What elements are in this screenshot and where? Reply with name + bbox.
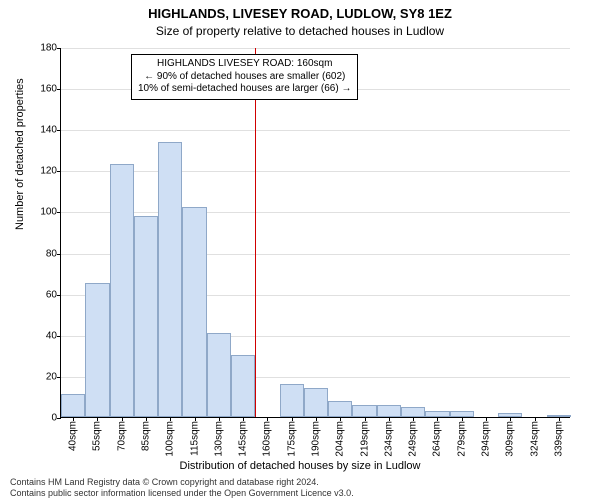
xtick-mark [413, 417, 414, 421]
xtick-label: 324sqm [529, 421, 540, 457]
xtick-mark [97, 417, 98, 421]
xtick-mark [146, 417, 147, 421]
xtick-label: 40sqm [68, 421, 79, 451]
x-axis-label: Distribution of detached houses by size … [0, 460, 600, 472]
footer-line-3: Contains public sector information licen… [10, 488, 354, 498]
xtick-mark [195, 417, 196, 421]
xtick-label: 204sqm [335, 421, 346, 457]
xtick-mark [219, 417, 220, 421]
gridline [61, 130, 570, 131]
ytick-mark [57, 212, 61, 213]
xtick-label: 294sqm [481, 421, 492, 457]
xtick-label: 130sqm [213, 421, 224, 457]
bar [61, 394, 85, 417]
gridline [61, 48, 570, 49]
xtick-mark [243, 417, 244, 421]
bar [182, 207, 206, 417]
xtick-label: 279sqm [456, 421, 467, 457]
ytick-label: 20 [46, 371, 57, 382]
xtick-label: 160sqm [262, 421, 273, 457]
xtick-label: 190sqm [311, 421, 322, 457]
y-axis-label: Number of detached properties [14, 78, 26, 230]
bar [134, 216, 158, 417]
bar [304, 388, 328, 417]
xtick-label: 309sqm [505, 421, 516, 457]
annotation-line-3: 10% of semi-detached houses are larger (… [138, 83, 351, 96]
reference-line [255, 48, 256, 417]
gridline [61, 212, 570, 213]
xtick-mark [486, 417, 487, 421]
bar [207, 333, 231, 417]
ytick-label: 100 [40, 207, 57, 218]
ytick-mark [57, 89, 61, 90]
bar [110, 164, 134, 417]
ytick-label: 180 [40, 43, 57, 54]
bar [401, 407, 425, 417]
xtick-mark [316, 417, 317, 421]
xtick-mark [510, 417, 511, 421]
bar [280, 384, 304, 417]
xtick-mark [559, 417, 560, 421]
bar [352, 405, 376, 417]
xtick-mark [535, 417, 536, 421]
bar [158, 142, 182, 417]
xtick-mark [389, 417, 390, 421]
xtick-mark [437, 417, 438, 421]
xtick-mark [340, 417, 341, 421]
bar [85, 283, 109, 417]
ytick-mark [57, 418, 61, 419]
ytick-mark [57, 171, 61, 172]
footer-attribution: Contains HM Land Registry data © Crown c… [10, 477, 354, 498]
reference-annotation: HIGHLANDS LIVESEY ROAD: 160sqm ← 90% of … [131, 54, 358, 100]
xtick-label: 100sqm [165, 421, 176, 457]
bar [328, 401, 352, 417]
xtick-label: 85sqm [141, 421, 152, 451]
xtick-mark [365, 417, 366, 421]
plot-area: 02040608010012014016018040sqm55sqm70sqm8… [60, 48, 570, 418]
footer-line-1: Contains HM Land Registry data © Crown c… [10, 477, 354, 487]
xtick-mark [73, 417, 74, 421]
xtick-mark [170, 417, 171, 421]
xtick-label: 115sqm [189, 421, 200, 456]
ytick-label: 0 [51, 413, 57, 424]
xtick-mark [122, 417, 123, 421]
xtick-label: 249sqm [408, 421, 419, 457]
xtick-label: 339sqm [553, 421, 564, 457]
chart-subtitle: Size of property relative to detached ho… [0, 24, 600, 38]
xtick-label: 219sqm [359, 421, 370, 457]
ytick-mark [57, 48, 61, 49]
xtick-label: 70sqm [116, 421, 127, 451]
xtick-label: 264sqm [432, 421, 443, 457]
ytick-mark [57, 336, 61, 337]
ytick-label: 80 [46, 248, 57, 259]
ytick-label: 40 [46, 330, 57, 341]
ytick-mark [57, 377, 61, 378]
xtick-label: 55sqm [92, 421, 103, 451]
xtick-mark [267, 417, 268, 421]
annotation-line-1: HIGHLANDS LIVESEY ROAD: 160sqm [138, 58, 351, 71]
xtick-label: 234sqm [383, 421, 394, 457]
ytick-label: 160 [40, 84, 57, 95]
bar [377, 405, 401, 417]
ytick-mark [57, 254, 61, 255]
ytick-mark [57, 295, 61, 296]
xtick-label: 175sqm [286, 421, 297, 457]
chart-suptitle: HIGHLANDS, LIVESEY ROAD, LUDLOW, SY8 1EZ [0, 6, 600, 21]
ytick-label: 120 [40, 166, 57, 177]
bar [231, 355, 255, 417]
xtick-mark [462, 417, 463, 421]
ytick-label: 60 [46, 289, 57, 300]
ytick-label: 140 [40, 125, 57, 136]
ytick-mark [57, 130, 61, 131]
xtick-mark [292, 417, 293, 421]
xtick-label: 145sqm [238, 421, 249, 457]
gridline [61, 171, 570, 172]
annotation-line-2: ← 90% of detached houses are smaller (60… [138, 71, 351, 84]
